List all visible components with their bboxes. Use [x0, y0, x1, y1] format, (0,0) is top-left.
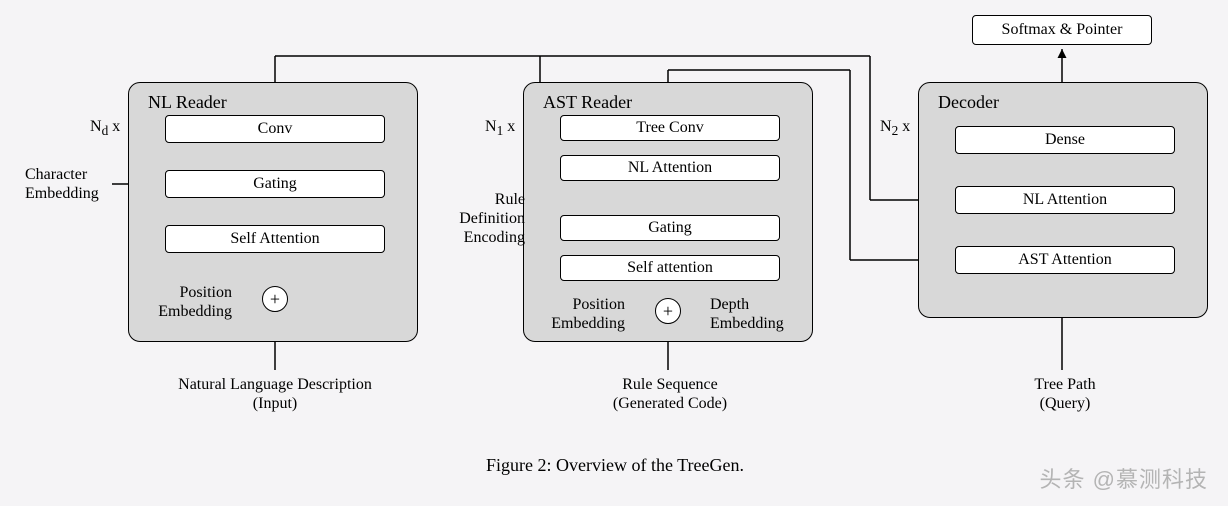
decoder-astattn-label: AST Attention: [1018, 251, 1112, 269]
ast-gating-label: Gating: [648, 219, 692, 237]
rule-def-label: RuleDefinitionEncoding: [445, 190, 525, 248]
nl-selfattn-block: Self Attention: [165, 225, 385, 253]
ast-gating-block: Gating: [560, 215, 780, 241]
nl-selfattn-label: Self Attention: [230, 230, 319, 248]
ast-reader-repeat: N1 x: [485, 118, 515, 139]
ast-pos-embedding-label: PositionEmbedding: [545, 295, 625, 333]
nl-gating-block: Gating: [165, 170, 385, 198]
ast-selfattn-block: Self attention: [560, 255, 780, 281]
ast-reader-title: AST Reader: [543, 92, 632, 113]
decoder-dense-block: Dense: [955, 126, 1175, 154]
ast-treeconv-label: Tree Conv: [636, 119, 703, 137]
decoder-dense-label: Dense: [1045, 131, 1085, 149]
nl-gating-label: Gating: [253, 175, 297, 193]
watermark-text: 头条 @慕测科技: [1040, 462, 1208, 494]
nl-plus-icon: +: [262, 286, 288, 312]
softmax-pointer-block: Softmax & Pointer: [972, 15, 1152, 45]
decoder-nlattn-label: NL Attention: [1023, 191, 1107, 209]
decoder-nlattn-block: NL Attention: [955, 186, 1175, 214]
nl-conv-label: Conv: [258, 120, 293, 138]
softmax-pointer-label: Softmax & Pointer: [1002, 21, 1123, 39]
nl-conv-block: Conv: [165, 115, 385, 143]
ast-selfattn-label: Self attention: [627, 259, 713, 277]
nl-pos-embedding-label: PositionEmbedding: [152, 283, 232, 321]
char-embedding-label: CharacterEmbedding: [25, 165, 115, 203]
decoder-input-label: Tree Path(Query): [1015, 375, 1115, 413]
decoder-repeat: N2 x: [880, 118, 910, 139]
ast-nlattn-block: NL Attention: [560, 155, 780, 181]
nl-input-label: Natural Language Description(Input): [155, 375, 395, 413]
ast-depth-embedding-label: DepthEmbedding: [710, 295, 795, 333]
decoder-title: Decoder: [938, 92, 999, 113]
decoder-astattn-block: AST Attention: [955, 246, 1175, 274]
ast-treeconv-block: Tree Conv: [560, 115, 780, 141]
ast-plus-icon: +: [655, 298, 681, 324]
ast-input-label: Rule Sequence(Generated Code): [595, 375, 745, 413]
nl-reader-title: NL Reader: [148, 92, 227, 113]
ast-nlattn-label: NL Attention: [628, 159, 712, 177]
nl-reader-repeat: Nd x: [90, 118, 120, 139]
figure-caption: Figure 2: Overview of the TreeGen.: [400, 455, 830, 476]
